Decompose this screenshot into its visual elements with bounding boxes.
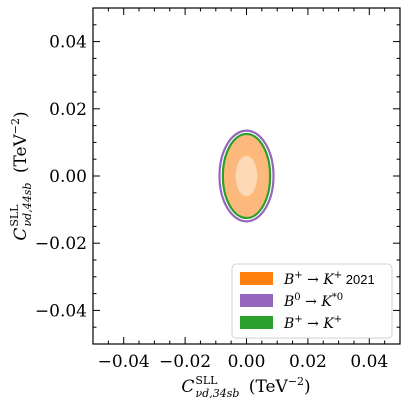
x-tick-label: 0.04 bbox=[350, 352, 388, 372]
legend-entry-label: B+ → K+ 2021 bbox=[283, 270, 375, 288]
x-tick-label: −0.04 bbox=[98, 352, 150, 372]
y-tick-label: 0.00 bbox=[49, 167, 87, 187]
y-tick-label: −0.02 bbox=[35, 234, 87, 254]
y-tick-label: 0.04 bbox=[49, 33, 87, 53]
contour-fill-1sigma bbox=[235, 155, 258, 197]
x-tick-label: 0.00 bbox=[228, 352, 266, 372]
contour-outline-1 bbox=[218, 129, 275, 223]
legend-swatch bbox=[240, 316, 273, 329]
x-axis-label: CSLL νd,34sb (TeV−2) bbox=[181, 374, 310, 400]
legend-entry-label: B+ → K+ bbox=[283, 314, 342, 332]
contour-outline-2 bbox=[221, 132, 272, 220]
x-tick-label: −0.02 bbox=[159, 352, 211, 372]
contour-layer bbox=[218, 129, 275, 223]
y-axis-label: CSLLνd,44sb (TeV−2) bbox=[8, 111, 34, 240]
y-tick-label: −0.04 bbox=[35, 301, 87, 321]
legend-swatch bbox=[240, 294, 273, 307]
x-tick-label: 0.02 bbox=[289, 352, 327, 372]
tick-labels: −0.04 −0.02 0.00 0.02 0.04 −0.04 −0.02 0.00 0.02… bbox=[35, 33, 388, 372]
legend-entry-label: B0 → K*0 bbox=[283, 292, 343, 310]
legend: B+ → K+ 2021 B0 → K*0 B+ → K+ bbox=[231, 263, 393, 339]
y-tick-label: 0.02 bbox=[49, 100, 87, 120]
axis-ticks bbox=[92, 7, 401, 345]
legend-swatch bbox=[240, 272, 273, 285]
